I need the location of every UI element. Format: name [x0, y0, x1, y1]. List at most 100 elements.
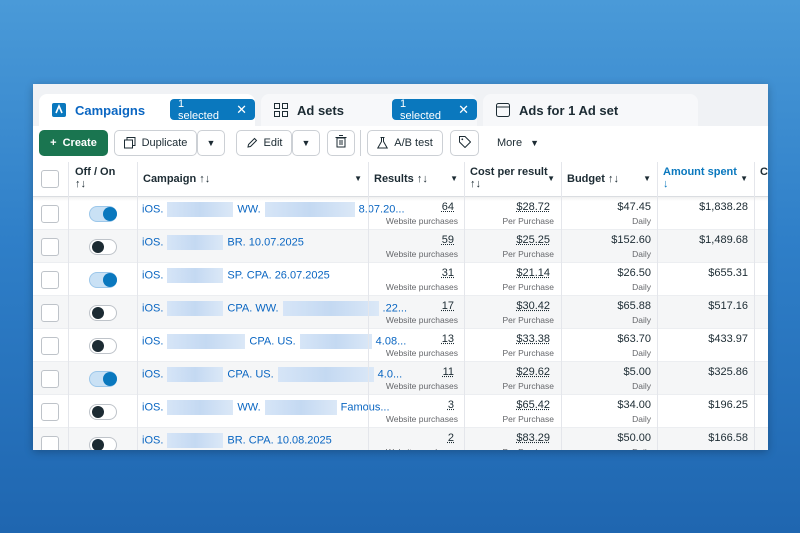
table-row[interactable]: iOS. WW. 8.07.20... 64 Website purchases $28.…: [33, 197, 768, 230]
budget-value[interactable]: $34.00: [617, 399, 651, 411]
table-row[interactable]: iOS. SP. CPA. 26.07.2025 31 Website purchas…: [33, 263, 768, 296]
tag-button[interactable]: [450, 130, 479, 156]
campaign-toggle[interactable]: [89, 206, 117, 222]
cost-per-result-value[interactable]: $30.42: [516, 300, 550, 312]
tab-ad-sets[interactable]: Ad sets 1 selected ✕: [261, 94, 477, 126]
budget-value[interactable]: $63.70: [617, 333, 651, 345]
row-checkbox[interactable]: [41, 403, 59, 421]
row-checkbox[interactable]: [41, 370, 59, 388]
edit-button[interactable]: Edit: [236, 130, 292, 156]
results-value[interactable]: 3: [447, 399, 454, 411]
campaign-toggle[interactable]: [89, 272, 117, 288]
cost-per-result-value[interactable]: $25.25: [516, 234, 550, 246]
more-menu[interactable]: More ▼: [497, 130, 539, 156]
col-results[interactable]: Results ↑↓ ▼: [368, 162, 464, 197]
chevron-down-icon[interactable]: ▼: [450, 174, 458, 183]
redacted-text: [167, 334, 246, 349]
budget-value[interactable]: $47.45: [617, 201, 651, 213]
sort-icon[interactable]: ↑↓: [199, 173, 211, 185]
row-checkbox[interactable]: [41, 337, 59, 355]
cost-per-result-value[interactable]: $65.42: [516, 399, 550, 411]
budget-value[interactable]: $152.60: [611, 234, 651, 246]
create-button[interactable]: + Create: [39, 130, 108, 156]
tab-ads[interactable]: Ads for 1 Ad set: [483, 94, 698, 126]
chevron-down-icon[interactable]: ▼: [740, 174, 748, 183]
campaign-name-link[interactable]: iOS. BR. 10.07.2025: [142, 235, 304, 250]
cost-per-result-value[interactable]: $29.62: [516, 366, 550, 378]
table-row[interactable]: iOS. BR. 10.07.2025 59 Website purchases $25…: [33, 230, 768, 263]
row-checkbox[interactable]: [41, 436, 59, 450]
campaign-toggle[interactable]: [89, 239, 117, 255]
budget-value[interactable]: $26.50: [617, 267, 651, 279]
results-value[interactable]: 31: [441, 267, 454, 279]
table-row[interactable]: iOS. BR. CPA. 10.08.2025 2 Website purchase…: [33, 428, 768, 450]
ad-sets-selected-chip[interactable]: 1 selected ✕: [392, 98, 477, 122]
campaign-name-link[interactable]: iOS. CPA. WW. .22...: [142, 301, 407, 316]
campaign-name-part: WW.: [237, 203, 261, 216]
col-amount-spent[interactable]: Amount spent ↓ ▼: [657, 162, 754, 197]
table-row[interactable]: iOS. CPA. US. 4.0... 11 Website purchases $29…: [33, 362, 768, 395]
budget-value[interactable]: $50.00: [617, 432, 651, 444]
sort-icon[interactable]: ↑↓: [416, 173, 428, 185]
campaign-name-link[interactable]: iOS. WW. 8.07.20...: [142, 202, 405, 217]
level-tabs: Campaigns 1 selected ✕ Ad sets 1 selecte…: [33, 84, 768, 126]
results-value[interactable]: 11: [442, 366, 454, 378]
campaign-name-link[interactable]: iOS. BR. CPA. 10.08.2025: [142, 433, 332, 448]
sort-icon[interactable]: ↑↓: [470, 178, 481, 190]
campaign-name-link[interactable]: iOS. WW. Famous...: [142, 400, 390, 415]
chevron-down-icon[interactable]: ▼: [547, 174, 555, 183]
col-cost-per-result-label: Cost per result: [470, 166, 548, 178]
select-all-checkbox[interactable]: [41, 170, 59, 188]
chevron-down-icon[interactable]: ▼: [643, 174, 651, 183]
tab-campaigns[interactable]: Campaigns 1 selected ✕: [39, 94, 255, 126]
table-row[interactable]: iOS. CPA. WW. .22... 17 Website purchases $30…: [33, 296, 768, 329]
cost-per-result-value[interactable]: $21.14: [516, 267, 550, 279]
delete-button[interactable]: [327, 130, 355, 156]
budget-value[interactable]: $65.88: [617, 300, 651, 312]
col-campaign[interactable]: Campaign ↑↓ ▼: [137, 162, 368, 197]
row-checkbox[interactable]: [41, 205, 59, 223]
ads-manager-panel: Campaigns 1 selected ✕ Ad sets 1 selecte…: [33, 84, 768, 450]
table-row[interactable]: iOS. WW. Famous... 3 Website purchases $65.42…: [33, 395, 768, 428]
campaign-toggle[interactable]: [89, 305, 117, 321]
campaign-name-link[interactable]: iOS. SP. CPA. 26.07.2025: [142, 268, 330, 283]
col-cost-per-result[interactable]: Cost per result ↑↓ ▼: [464, 162, 561, 197]
row-checkbox[interactable]: [41, 304, 59, 322]
edit-dropdown[interactable]: ▼: [292, 130, 320, 156]
duplicate-dropdown[interactable]: ▼: [197, 130, 225, 156]
chevron-down-icon[interactable]: ▼: [354, 174, 362, 183]
cost-per-result-subtitle: Per Purchase: [502, 381, 555, 391]
col-budget[interactable]: Budget ↑↓ ▼: [561, 162, 657, 197]
campaign-toggle[interactable]: [89, 371, 117, 387]
duplicate-button[interactable]: Duplicate: [114, 130, 197, 156]
results-value[interactable]: 17: [441, 300, 454, 312]
column-divider: [657, 162, 658, 450]
campaign-toggle[interactable]: [89, 437, 117, 450]
campaign-name-part: iOS.: [142, 401, 164, 414]
cost-per-result-value[interactable]: $83.29: [516, 432, 550, 444]
row-checkbox[interactable]: [41, 271, 59, 289]
table-row[interactable]: iOS. CPA. US. 4.08... 13 Website purchases $3…: [33, 329, 768, 362]
ab-test-button[interactable]: A/B test: [367, 130, 443, 156]
close-icon[interactable]: ✕: [458, 101, 469, 117]
row-checkbox[interactable]: [41, 238, 59, 256]
results-value[interactable]: 13: [441, 333, 454, 345]
campaigns-selected-chip[interactable]: 1 selected ✕: [170, 98, 255, 122]
campaign-name-link[interactable]: iOS. CPA. US. 4.08...: [142, 334, 406, 349]
close-icon[interactable]: ✕: [236, 101, 247, 117]
campaign-name-part: iOS.: [142, 434, 164, 447]
cost-per-result-value[interactable]: $33.38: [516, 333, 550, 345]
col-off-on[interactable]: Off / On ↑↓: [69, 162, 137, 197]
col-cut-off[interactable]: C: [754, 162, 768, 197]
sort-desc-icon[interactable]: ↓: [663, 178, 669, 190]
cost-per-result-value[interactable]: $28.72: [516, 201, 550, 213]
results-value[interactable]: 59: [441, 234, 454, 246]
results-value[interactable]: 2: [447, 432, 454, 444]
budget-value[interactable]: $5.00: [623, 366, 651, 378]
campaign-toggle[interactable]: [89, 404, 117, 420]
campaign-name-link[interactable]: iOS. CPA. US. 4.0...: [142, 367, 402, 382]
sort-icon[interactable]: ↑↓: [75, 178, 86, 190]
campaign-toggle[interactable]: [89, 338, 117, 354]
sort-icon[interactable]: ↑↓: [607, 173, 619, 185]
results-value[interactable]: 64: [441, 201, 454, 213]
